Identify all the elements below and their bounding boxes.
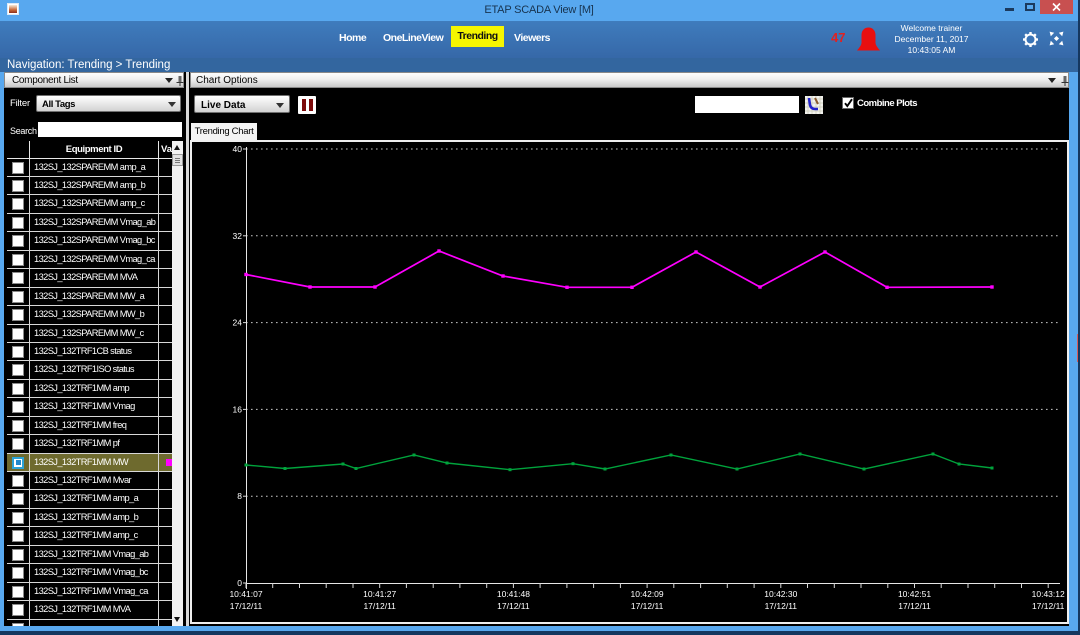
svg-text:10:42:09: 10:42:09	[631, 589, 664, 599]
svg-text:10:43:12: 10:43:12	[1032, 589, 1065, 599]
svg-text:0: 0	[237, 578, 242, 588]
svg-text:17/12/11: 17/12/11	[497, 601, 530, 611]
svg-text:17/12/11: 17/12/11	[230, 601, 263, 611]
svg-text:17/12/11: 17/12/11	[363, 601, 396, 611]
svg-text:17/12/11: 17/12/11	[631, 601, 664, 611]
svg-text:10:41:07: 10:41:07	[229, 589, 262, 599]
svg-text:10:41:27: 10:41:27	[363, 589, 396, 599]
svg-text:40: 40	[233, 144, 243, 154]
svg-text:8: 8	[237, 491, 242, 501]
svg-text:17/12/11: 17/12/11	[765, 601, 798, 611]
svg-text:10:42:30: 10:42:30	[764, 589, 797, 599]
svg-text:10:41:48: 10:41:48	[497, 589, 530, 599]
svg-text:10:42:51: 10:42:51	[898, 589, 931, 599]
svg-text:16: 16	[233, 404, 243, 414]
svg-text:24: 24	[233, 318, 243, 328]
svg-text:32: 32	[233, 231, 243, 241]
svg-text:17/12/11: 17/12/11	[1032, 601, 1065, 611]
svg-text:17/12/11: 17/12/11	[898, 601, 931, 611]
